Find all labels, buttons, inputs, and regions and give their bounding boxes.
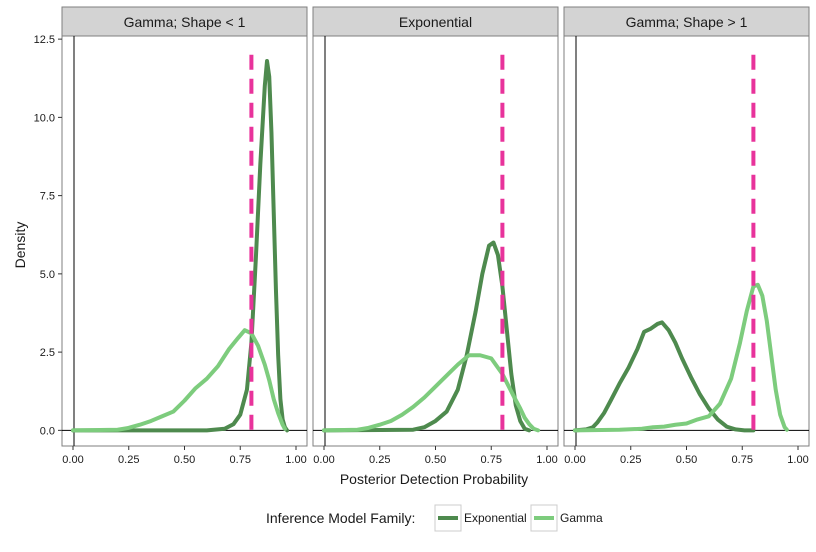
y-tick-label: 0.0 (40, 425, 55, 437)
density-curve-exponential (71, 59, 290, 433)
panel-plot-area (563, 35, 810, 447)
y-axis-title: Density (12, 222, 28, 269)
x-tick-label: 1.00 (285, 454, 306, 466)
legend-label-gamma: Gamma (560, 511, 603, 525)
legend: Inference Model Family: Exponential Gamm… (266, 504, 603, 532)
legend-entry-gamma: Gamma (530, 504, 603, 532)
panel-0: Gamma; Shape < 1 0.00 0.25 0.50 0.75 1.00 0.0 2… (34, 6, 308, 466)
panel-strip (61, 6, 308, 37)
chart-panels: Gamma; Shape < 1 0.00 0.25 0.50 0.75 1.00 0.0 2… (34, 6, 810, 466)
density-curve-gamma (71, 328, 287, 433)
panel-2: Gamma; Shape > 1 0.00 0.25 0.50 0.75 1.00 (563, 6, 810, 466)
legend-title: Inference Model Family: (266, 510, 415, 526)
density-curve-exponential (573, 320, 756, 433)
x-tick-label: 0.00 (313, 454, 334, 466)
density-curve-exponential (322, 240, 532, 433)
y-tick-label: 2.5 (40, 347, 55, 359)
x-tick-label: 0.50 (425, 454, 446, 466)
y-tick-label: 7.5 (40, 191, 55, 203)
density-curve-gamma (573, 282, 789, 433)
x-tick-label: 0.25 (620, 454, 641, 466)
x-tick-label: 0.75 (230, 454, 251, 466)
x-axis-title: Posterior Detection Probability (340, 471, 528, 487)
x-tick-label: 0.25 (118, 454, 139, 466)
legend-label-exponential: Exponential (464, 511, 527, 525)
panel-strip-title: Gamma; Shape > 1 (626, 14, 748, 30)
density-curve-gamma (322, 353, 541, 433)
x-tick-label: 0.75 (732, 454, 753, 466)
panel-strip (312, 6, 559, 37)
x-tick-label: 0.50 (676, 454, 697, 466)
legend-entry-exponential: Exponential (434, 504, 527, 532)
x-tick-label: 0.00 (62, 454, 83, 466)
y-tick-label: 10.0 (34, 112, 55, 124)
x-tick-label: 0.50 (174, 454, 195, 466)
panel-1: Exponential 0.00 0.25 0.50 0.75 1.00 (312, 6, 559, 466)
panel-plot-area (61, 35, 308, 447)
panel-plot-area (312, 35, 559, 447)
x-tick-label: 1.00 (787, 454, 808, 466)
y-tick-label: 12.5 (34, 34, 55, 46)
x-tick-label: 0.25 (369, 454, 390, 466)
panel-strip-title: Exponential (399, 14, 472, 30)
x-tick-label: 1.00 (536, 454, 557, 466)
x-tick-label: 0.00 (564, 454, 585, 466)
panel-strip-title: Gamma; Shape < 1 (124, 14, 246, 30)
x-tick-label: 0.75 (481, 454, 502, 466)
y-tick-label: 5.0 (40, 269, 55, 281)
